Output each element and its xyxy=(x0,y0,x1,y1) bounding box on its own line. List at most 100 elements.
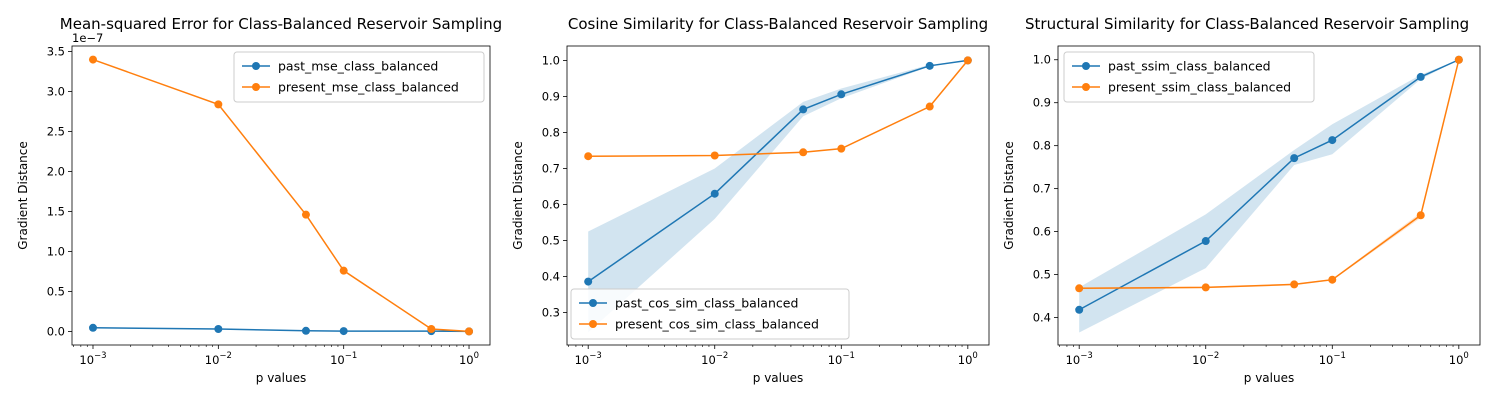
y-tick-label: 0.0 xyxy=(47,324,65,338)
series-line-present xyxy=(92,58,470,333)
legend-label-past: past_cos_sim_class_balanced xyxy=(615,296,798,311)
y-axis-label: Gradient Distance xyxy=(1002,141,1016,250)
legend: past_mse_class_balanced present_mse_class… xyxy=(233,51,485,103)
data-point-present xyxy=(214,100,223,109)
y-tick-label: 2.5 xyxy=(47,125,65,139)
legend-label-past: past_ssim_class_balanced xyxy=(1108,59,1271,74)
x-axis-label: p values xyxy=(753,371,803,385)
data-point-past xyxy=(837,90,846,99)
series-line-past xyxy=(92,327,470,333)
y-axis-label: Gradient Distance xyxy=(511,141,525,250)
x-tick-label: 10−1 xyxy=(1319,351,1346,367)
data-point-present xyxy=(1075,284,1084,293)
legend-marker-past xyxy=(1082,62,1090,70)
data-point-past xyxy=(214,325,223,334)
y-tick-label: 0.4 xyxy=(542,270,560,284)
x-tick-label: 10−3 xyxy=(1066,351,1093,367)
legend: past_ssim_class_balanced present_ssim_cla… xyxy=(1063,51,1315,103)
data-point-past xyxy=(925,61,934,70)
y-tick-label: 0.6 xyxy=(1033,225,1051,239)
chart-title: Structural Similarity for Class-Balanced… xyxy=(1025,15,1469,33)
x-tick-label: 100 xyxy=(958,351,978,367)
chart-title: Mean-squared Error for Class-Balanced Re… xyxy=(60,15,502,33)
data-point-past xyxy=(710,189,719,198)
data-point-present xyxy=(1201,283,1210,292)
series-line-past xyxy=(587,59,968,283)
legend-marker-past xyxy=(252,62,260,70)
confidence-band-past xyxy=(588,60,968,333)
y-tick-label: 0.7 xyxy=(1033,182,1051,196)
x-tick-label: 10−1 xyxy=(828,351,855,367)
plot-area xyxy=(71,45,491,346)
chart-2: 10−3 10−2 10−1 100 0.3 0.4 0.5 0.6 0.7 0.8 0.9 1.0 p… xyxy=(511,15,990,385)
legend-marker-present xyxy=(589,320,597,328)
data-point-past xyxy=(584,277,593,286)
data-point-present xyxy=(1454,55,1463,64)
data-point-present xyxy=(963,56,972,65)
legend-label-past: past_mse_class_balanced xyxy=(278,59,438,74)
series-line-present xyxy=(588,59,969,157)
y-tick-label: 1.0 xyxy=(1033,53,1051,67)
x-tick-label: 100 xyxy=(459,351,479,367)
x-tick-label: 10−3 xyxy=(79,351,106,367)
y-tick-label: 0.7 xyxy=(542,161,560,175)
series-line-past xyxy=(1078,59,1460,311)
data-point-present xyxy=(339,266,348,275)
legend-label-present: present_mse_class_balanced xyxy=(278,80,459,95)
legend-box xyxy=(1063,51,1315,103)
plot-area xyxy=(566,45,990,346)
x-tick-label: 100 xyxy=(1449,351,1469,367)
data-point-present xyxy=(584,152,593,161)
x-axis-label: p values xyxy=(256,371,306,385)
data-point-present xyxy=(1328,275,1337,284)
x-tick-label: 10−3 xyxy=(575,351,602,367)
data-point-present xyxy=(301,210,310,219)
chart-title: Cosine Similarity for Class-Balanced Res… xyxy=(568,15,988,33)
y-tick-label: 3.0 xyxy=(47,85,65,99)
data-point-present xyxy=(925,102,934,111)
data-point-past xyxy=(1290,154,1299,163)
data-point-present xyxy=(799,148,808,157)
legend-box xyxy=(233,51,485,103)
data-point-past xyxy=(799,105,808,114)
x-tick-label: 10−2 xyxy=(205,351,232,367)
series-line-present xyxy=(1079,59,1460,290)
confidence-band-past xyxy=(1079,59,1459,333)
y-tick-label: 0.5 xyxy=(47,284,65,298)
data-point-past xyxy=(1201,237,1210,246)
data-point-past xyxy=(1075,305,1084,314)
y-tick-label: 0.5 xyxy=(1033,268,1051,282)
y-tick-label: 3.5 xyxy=(47,45,65,59)
data-point-past xyxy=(339,327,348,336)
data-point-past xyxy=(301,326,310,335)
legend-label-present: present_cos_sim_class_balanced xyxy=(615,317,819,332)
y-tick-label: 0.8 xyxy=(542,125,560,139)
legend: past_cos_sim_class_balanced present_cos_s… xyxy=(570,288,850,340)
legend-marker-past xyxy=(589,299,597,307)
data-point-past xyxy=(1416,72,1425,81)
y-tick-label: 0.8 xyxy=(1033,139,1051,153)
data-point-present xyxy=(427,325,436,334)
x-tick-label: 10−2 xyxy=(1192,351,1219,367)
data-point-present xyxy=(88,55,97,64)
x-tick-label: 10−1 xyxy=(330,351,357,367)
x-axis-label: p values xyxy=(1244,371,1294,385)
data-point-present xyxy=(710,151,719,160)
data-point-present xyxy=(837,144,846,153)
data-point-past xyxy=(1328,136,1337,145)
chart-1: 10−3 10−2 10−1 100 0.0 0.5 1.0 1.5 2.0 2.5 3.0 3.5 1… xyxy=(16,15,502,385)
data-point-present xyxy=(1290,280,1299,289)
y-tick-label: 1.0 xyxy=(542,53,560,67)
legend-box xyxy=(570,288,850,340)
y-tick-label: 2.0 xyxy=(47,165,65,179)
data-point-present xyxy=(1416,211,1425,220)
legend-marker-present xyxy=(252,83,260,91)
y-tick-label: 0.6 xyxy=(542,198,560,212)
legend-label-present: present_ssim_class_balanced xyxy=(1108,80,1291,95)
y-axis-label: Gradient Distance xyxy=(16,141,30,250)
y-tick-label: 0.9 xyxy=(1033,96,1051,110)
y-offset-label: 1e−7 xyxy=(72,31,103,45)
data-point-present xyxy=(465,327,474,336)
legend-marker-present xyxy=(1082,83,1090,91)
